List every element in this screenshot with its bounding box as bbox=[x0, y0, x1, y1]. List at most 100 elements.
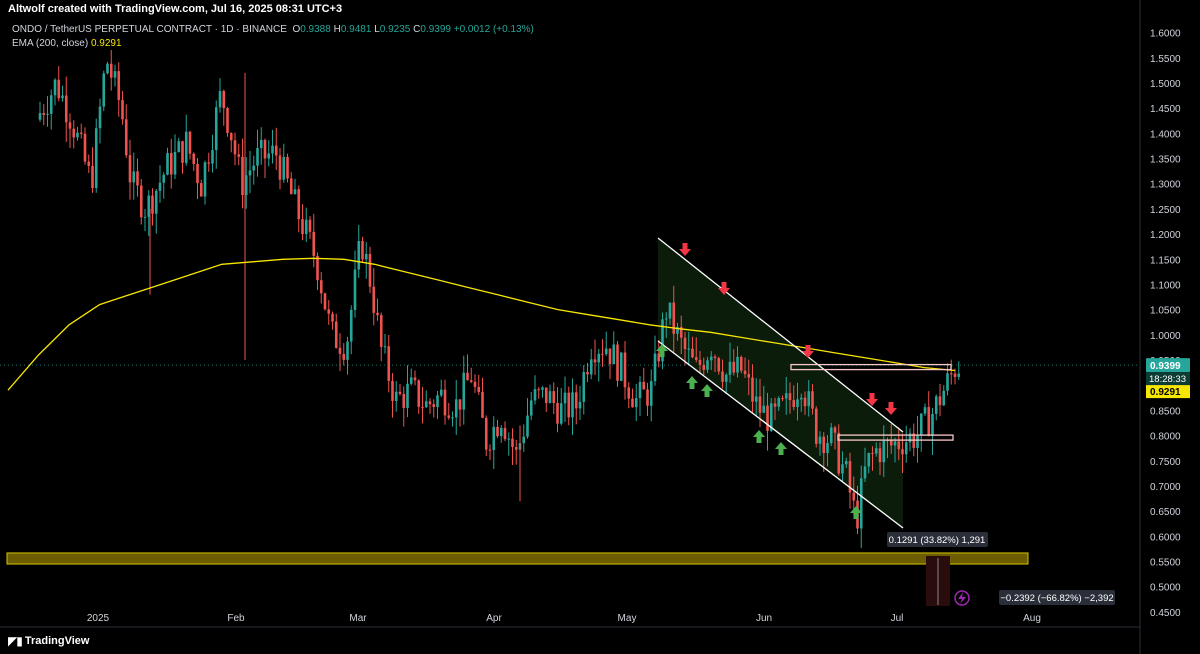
candle-body bbox=[668, 302, 672, 319]
candle-body bbox=[601, 353, 604, 355]
candle-body bbox=[417, 380, 421, 407]
y-tick-label: 0.8500 bbox=[1150, 406, 1181, 417]
candle-body bbox=[102, 73, 106, 107]
candle bbox=[368, 246, 372, 294]
ema-legend-label[interactable]: EMA (200, close) bbox=[12, 38, 89, 49]
candle-body bbox=[424, 401, 428, 407]
candle bbox=[454, 379, 458, 435]
candle-body bbox=[769, 403, 773, 431]
low-label: L bbox=[374, 24, 380, 35]
candle bbox=[571, 378, 574, 435]
candle bbox=[402, 386, 406, 427]
candle-body bbox=[173, 151, 177, 175]
candle-body bbox=[784, 393, 788, 399]
symbol-name[interactable]: ONDO / TetherUS PERPETUAL CONTRACT · 1D … bbox=[12, 24, 287, 35]
candle bbox=[488, 444, 492, 460]
candle bbox=[331, 311, 334, 330]
candle bbox=[413, 370, 417, 386]
candle bbox=[938, 383, 942, 417]
tradingview-brand[interactable]: ◤▮ TradingView bbox=[8, 634, 89, 648]
arrow-shaft bbox=[682, 243, 688, 249]
ema-legend[interactable]: EMA (200, close) 0.9291 bbox=[12, 38, 122, 49]
symbol-legend[interactable]: ONDO / TetherUS PERPETUAL CONTRACT · 1D … bbox=[12, 24, 534, 35]
candle bbox=[199, 179, 203, 197]
high-value: 0.9481 bbox=[340, 24, 372, 35]
candle bbox=[578, 385, 582, 420]
y-tick-label: 0.8000 bbox=[1150, 432, 1181, 443]
candle-body bbox=[391, 380, 394, 401]
candle-body bbox=[357, 241, 361, 270]
candle-body bbox=[334, 321, 338, 348]
candle bbox=[837, 424, 841, 476]
candle bbox=[417, 379, 421, 414]
candle-body bbox=[642, 381, 646, 390]
candle-body bbox=[683, 337, 687, 350]
candle-body bbox=[653, 353, 657, 382]
candle-body bbox=[83, 133, 87, 162]
candle bbox=[679, 315, 683, 355]
candle bbox=[222, 89, 226, 126]
candle bbox=[158, 165, 162, 203]
candle-body bbox=[908, 433, 912, 443]
candle bbox=[589, 348, 593, 380]
candle bbox=[597, 348, 601, 382]
change-value: +0.0012 (+0.13%) bbox=[453, 24, 534, 35]
candle bbox=[139, 178, 143, 225]
candle bbox=[91, 147, 94, 193]
candle-body bbox=[473, 381, 477, 387]
candle-body bbox=[349, 309, 353, 342]
candle bbox=[192, 152, 196, 172]
candle bbox=[244, 157, 248, 209]
candle bbox=[859, 465, 863, 548]
candle bbox=[788, 382, 792, 414]
candle-body bbox=[934, 396, 938, 414]
candle-body bbox=[293, 189, 297, 195]
candle-body bbox=[586, 371, 589, 375]
candle-body bbox=[181, 141, 184, 163]
candle bbox=[559, 387, 563, 426]
y-tick-label: 0.6500 bbox=[1150, 507, 1181, 518]
candle bbox=[184, 114, 188, 166]
arrow-shaft bbox=[756, 437, 762, 443]
candle-body bbox=[634, 398, 638, 408]
price-axis[interactable]: 1.6000 1.5500 1.5000 1.4500 1.4000 1.3500 1.30… bbox=[1139, 0, 1190, 654]
candle bbox=[616, 340, 619, 387]
candle-body bbox=[627, 387, 631, 399]
candle-body bbox=[124, 119, 128, 156]
candle bbox=[923, 403, 927, 417]
candle-body bbox=[177, 141, 181, 152]
candle bbox=[312, 213, 316, 268]
candle-body bbox=[878, 448, 882, 463]
candle bbox=[398, 384, 402, 396]
arrow-shaft bbox=[888, 402, 894, 408]
arrow-head bbox=[866, 399, 878, 406]
open-label: O bbox=[292, 24, 301, 35]
candle-body bbox=[199, 183, 203, 197]
candle bbox=[421, 387, 424, 424]
candle-body bbox=[409, 377, 413, 384]
candle-body bbox=[207, 162, 211, 164]
candle bbox=[274, 127, 278, 171]
candle bbox=[642, 367, 646, 390]
candle-body bbox=[252, 165, 256, 171]
candle bbox=[529, 391, 533, 421]
candle bbox=[533, 375, 537, 405]
candle bbox=[492, 416, 496, 469]
candle-body bbox=[128, 155, 132, 183]
candle bbox=[241, 138, 244, 209]
candle-body bbox=[792, 400, 796, 408]
candle bbox=[136, 158, 139, 197]
candle bbox=[233, 132, 237, 166]
candle-body bbox=[226, 108, 229, 133]
time-axis[interactable]: 2025 Feb Mar Apr May Jun Jul Aug bbox=[0, 613, 1140, 628]
candle bbox=[544, 387, 548, 412]
candle-body bbox=[743, 370, 747, 375]
candle-body bbox=[196, 163, 199, 184]
candle-body bbox=[544, 387, 548, 403]
candle-body bbox=[552, 391, 556, 403]
candle bbox=[664, 312, 668, 338]
candle-body bbox=[256, 148, 259, 166]
candle-body bbox=[64, 95, 68, 123]
candle bbox=[181, 140, 184, 174]
